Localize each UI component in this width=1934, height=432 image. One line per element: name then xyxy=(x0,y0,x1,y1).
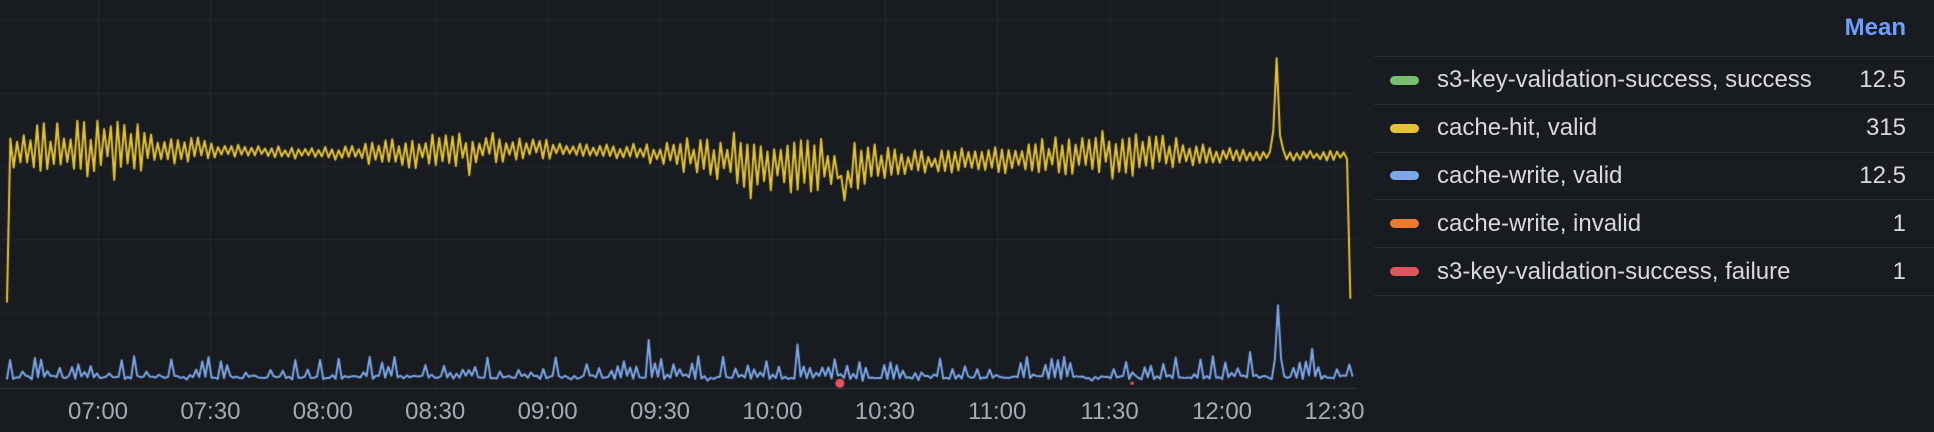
x-tick-label: 10:00 xyxy=(742,398,803,425)
series-color-marker xyxy=(1390,171,1419,181)
x-tick-label: 12:00 xyxy=(1191,398,1253,425)
x-tick-label: 09:30 xyxy=(629,398,691,425)
legend-series-label[interactable]: cache-write, invalid xyxy=(1437,209,1642,237)
series-color-marker xyxy=(1390,219,1419,229)
legend-mean-value: 12.5 xyxy=(1859,161,1906,189)
x-tick-label: 07:30 xyxy=(180,398,241,425)
legend-mean-sort-header[interactable]: Mean xyxy=(1844,14,1906,41)
x-axis: 07:00 07:30 08:00 08:30 09:00 09:30 10:00 10:30… xyxy=(0,398,1364,429)
x-tick-label: 09:00 xyxy=(517,398,578,425)
legend-row[interactable]: s3-key-validation-success, failure 1 xyxy=(1374,248,1934,296)
legend-rows: s3-key-validation-success, success 12.5 ca… xyxy=(1374,57,1934,296)
x-tick-label: 12:30 xyxy=(1304,398,1365,425)
x-tick-label: 07:00 xyxy=(67,398,129,425)
series-color-marker xyxy=(1390,267,1419,277)
legend-row[interactable]: cache-write, invalid 1 xyxy=(1374,200,1934,249)
legend-series-label[interactable]: s3-key-validation-success, failure xyxy=(1437,257,1791,285)
legend-series-label[interactable]: cache-hit, valid xyxy=(1437,114,1598,142)
legend-series-label[interactable]: s3-key-validation-success, success xyxy=(1437,66,1812,94)
series-color-marker xyxy=(1390,75,1419,85)
legend-series-label[interactable]: cache-write, valid xyxy=(1437,161,1623,189)
x-tick-label: 08:00 xyxy=(292,398,353,425)
legend-header-row: Mean xyxy=(1374,0,1934,57)
x-tick-label: 08:30 xyxy=(405,398,466,425)
legend-mean-value: 315 xyxy=(1865,114,1906,142)
x-tick-label: 10:30 xyxy=(854,398,915,425)
legend-mean-value: 1 xyxy=(1892,257,1906,285)
legend-mean-value: 1 xyxy=(1892,209,1906,237)
x-tick-label: 11:00 xyxy=(968,398,1027,425)
legend-row[interactable]: cache-write, valid 12.5 xyxy=(1374,153,1934,201)
legend-mean-value: 12.5 xyxy=(1859,66,1906,94)
legend-table: Mean s3-key-validation-success, success 1… xyxy=(1374,0,1934,432)
x-tick-label: 11:30 xyxy=(1080,398,1139,425)
legend-row[interactable]: s3-key-validation-success, success 12.5 xyxy=(1374,57,1934,105)
series-color-marker xyxy=(1390,123,1419,133)
legend-row[interactable]: cache-hit, valid 315 xyxy=(1374,105,1934,153)
